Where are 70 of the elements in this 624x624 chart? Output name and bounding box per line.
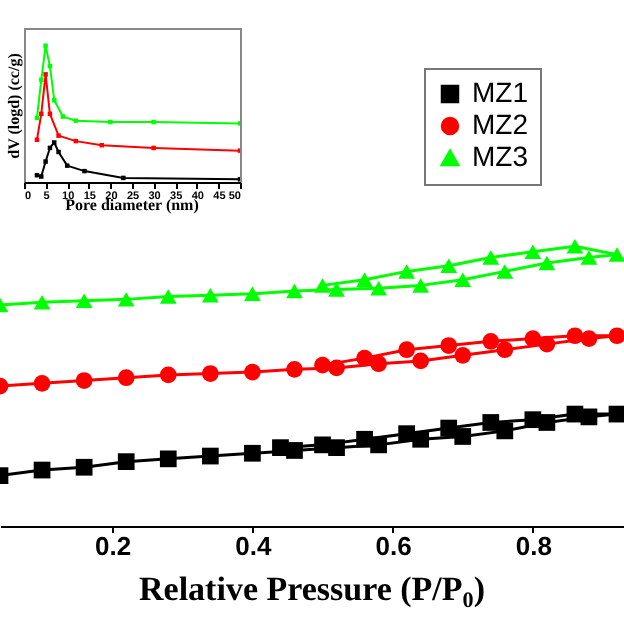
point [314,356,331,374]
point [398,341,416,359]
point [482,332,500,350]
point [244,363,261,381]
point [454,346,472,364]
point [524,330,542,347]
point [356,272,373,288]
x-axis-title: Relative Pressure (P/P$_{0}$) [137,570,487,613]
x-tick-label: 0.6 [375,531,412,561]
point [356,349,373,367]
point [201,287,219,303]
point [398,264,416,279]
point [566,238,584,254]
point [75,458,93,476]
point [440,337,458,354]
point [159,450,177,468]
point [201,365,219,382]
x-tick-label: 0.8 [515,531,552,561]
point [608,247,624,262]
point [244,444,261,462]
point [398,425,416,443]
point [454,272,472,288]
point [117,292,135,307]
point [75,372,93,389]
x-tick-label: 0.4 [235,531,274,561]
point [33,461,51,479]
point [538,255,556,271]
point [286,283,303,299]
point [412,278,430,293]
point [538,335,556,353]
point [328,359,345,377]
point [566,327,584,345]
point [356,430,373,448]
point [244,286,261,302]
y-axis-title: dV (logd) (cc/g) [5,52,23,159]
point [159,289,177,304]
point [496,264,514,279]
legend-label: MZ3 [472,140,529,172]
point [412,352,430,370]
point [440,419,458,437]
x-axis-title: Pore diameter (nm) [65,196,199,214]
point [117,453,135,471]
point [566,405,584,423]
point [370,280,387,296]
point [482,414,500,431]
point [33,374,51,392]
point [608,405,624,423]
point [496,341,514,359]
point [370,355,387,373]
point [314,278,331,293]
point [75,293,93,309]
point [286,360,303,378]
point [328,282,345,297]
legend-label: MZ2 [472,108,529,140]
point [33,294,51,310]
x-tick-label: 0.2 [95,531,132,561]
point [482,250,500,265]
point [608,327,624,345]
point [201,447,219,465]
point [524,244,542,260]
point [454,428,472,445]
point [272,439,289,457]
legend-label: MZ1 [472,76,529,108]
point [580,330,598,347]
point [440,258,458,274]
point [314,436,331,454]
point [580,250,598,265]
point [159,366,177,384]
point [524,411,542,429]
point [117,369,135,387]
